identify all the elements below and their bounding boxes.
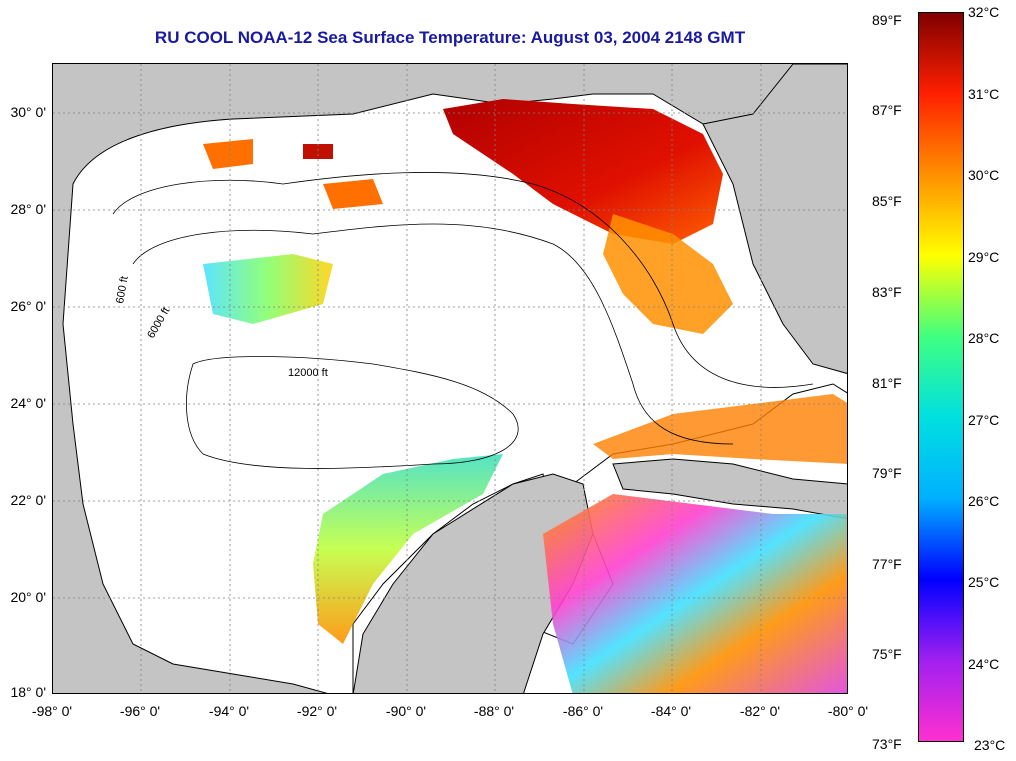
lat-label-28: 28° 0' xyxy=(10,201,46,217)
colorbar-c-32: 32°C xyxy=(968,4,1000,20)
contour-label-600: 600 ft xyxy=(114,275,131,304)
colorbar-f-85: 85°F xyxy=(872,193,902,209)
lat-label-30: 30° 0' xyxy=(10,104,46,120)
lon-label-90: -90° 0' xyxy=(385,703,427,719)
contour-label-12000: 12000 ft xyxy=(288,367,328,379)
colorbar-f-77: 77°F xyxy=(872,556,902,572)
contour-12000ft xyxy=(186,356,519,469)
colorbar-c-31: 31°C xyxy=(968,86,1000,102)
sst-map: 600 ft 6000 ft 12000 ft xyxy=(52,63,848,694)
colorbar-f-73: 73°F xyxy=(872,736,902,752)
lon-label-84: -84° 0' xyxy=(650,703,692,719)
florida-peninsula-land xyxy=(702,64,847,374)
lat-label-24: 24° 0' xyxy=(10,395,46,411)
sst-patch-dark xyxy=(303,144,333,159)
colorbar-f-75: 75°F xyxy=(872,646,902,662)
colorbar-f-79: 79°F xyxy=(872,465,902,481)
sst-straits xyxy=(593,394,847,464)
lon-label-86: -86° 0' xyxy=(562,703,604,719)
colorbar-f-83: 83°F xyxy=(872,284,902,300)
lon-label-96: -96° 0' xyxy=(119,703,161,719)
lon-label-98: -98° 0' xyxy=(31,703,73,719)
colorbar-f-87: 87°F xyxy=(872,102,902,118)
contour-6000ft xyxy=(132,223,734,445)
colorbar-c-26: 26°C xyxy=(968,493,1000,509)
cuba-land xyxy=(612,458,847,520)
sst-patch-nw2 xyxy=(323,179,383,209)
sst-patch-nw xyxy=(203,139,253,169)
colorbar-f-81: 81°F xyxy=(872,375,902,391)
sst-northern-gulf xyxy=(443,99,723,244)
map-canvas: 600 ft 6000 ft 12000 ft xyxy=(53,64,847,693)
colorbar-c-28: 28°C xyxy=(968,330,1000,346)
lat-label-26: 26° 0' xyxy=(10,298,46,314)
sst-florida-shelf xyxy=(603,214,733,334)
colorbar-c-29: 29°C xyxy=(968,249,1000,265)
lon-label-88: -88° 0' xyxy=(473,703,515,719)
contour-600ft xyxy=(112,172,814,388)
colorbar-c-30: 30°C xyxy=(968,167,1000,183)
colorbar-c-24: 24°C xyxy=(968,656,1000,672)
lon-label-92: -92° 0' xyxy=(296,703,338,719)
lat-label-18: 18° 0' xyxy=(10,684,46,700)
colorbar-c-25: 25°C xyxy=(968,574,1000,590)
sst-campeche xyxy=(313,454,503,644)
lat-label-20: 20° 0' xyxy=(10,589,46,605)
lon-label-94: -94° 0' xyxy=(208,703,250,719)
lat-label-22: 22° 0' xyxy=(10,492,46,508)
grid-lines xyxy=(53,64,847,693)
sst-caribbean xyxy=(543,494,847,693)
sst-west-gulf xyxy=(203,254,333,324)
lon-label-82: -82° 0' xyxy=(739,703,781,719)
colorbar-f-89: 89°F xyxy=(872,12,902,28)
lon-label-80: -80° 0' xyxy=(827,703,869,719)
temperature-colorbar xyxy=(918,12,964,742)
colorbar-c-23: 23°C xyxy=(974,737,1006,753)
colorbar-c-27: 27°C xyxy=(968,412,1000,428)
chart-title: RU COOL NOAA-12 Sea Surface Temperature:… xyxy=(154,28,746,47)
